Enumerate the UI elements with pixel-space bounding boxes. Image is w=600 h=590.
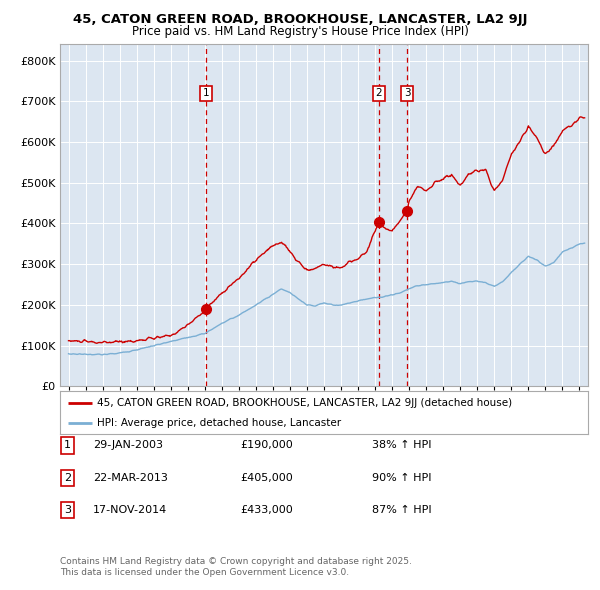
Text: 1: 1 (203, 88, 209, 98)
Text: 29-JAN-2003: 29-JAN-2003 (93, 441, 163, 450)
Text: 22-MAR-2013: 22-MAR-2013 (93, 473, 168, 483)
Text: HPI: Average price, detached house, Lancaster: HPI: Average price, detached house, Lanc… (97, 418, 341, 428)
Text: 87% ↑ HPI: 87% ↑ HPI (372, 506, 431, 515)
Text: Contains HM Land Registry data © Crown copyright and database right 2025.: Contains HM Land Registry data © Crown c… (60, 558, 412, 566)
Text: £405,000: £405,000 (240, 473, 293, 483)
Text: £433,000: £433,000 (240, 506, 293, 515)
Text: 3: 3 (404, 88, 410, 98)
Text: 1: 1 (64, 441, 71, 450)
Text: 45, CATON GREEN ROAD, BROOKHOUSE, LANCASTER, LA2 9JJ (detached house): 45, CATON GREEN ROAD, BROOKHOUSE, LANCAS… (97, 398, 512, 408)
Text: 45, CATON GREEN ROAD, BROOKHOUSE, LANCASTER, LA2 9JJ: 45, CATON GREEN ROAD, BROOKHOUSE, LANCAS… (73, 13, 527, 26)
Text: 38% ↑ HPI: 38% ↑ HPI (372, 441, 431, 450)
Text: 17-NOV-2014: 17-NOV-2014 (93, 506, 167, 515)
Text: £190,000: £190,000 (240, 441, 293, 450)
Text: This data is licensed under the Open Government Licence v3.0.: This data is licensed under the Open Gov… (60, 568, 349, 577)
Text: 2: 2 (64, 473, 71, 483)
Text: 90% ↑ HPI: 90% ↑ HPI (372, 473, 431, 483)
Text: 2: 2 (376, 88, 382, 98)
Text: 3: 3 (64, 506, 71, 515)
Text: Price paid vs. HM Land Registry's House Price Index (HPI): Price paid vs. HM Land Registry's House … (131, 25, 469, 38)
